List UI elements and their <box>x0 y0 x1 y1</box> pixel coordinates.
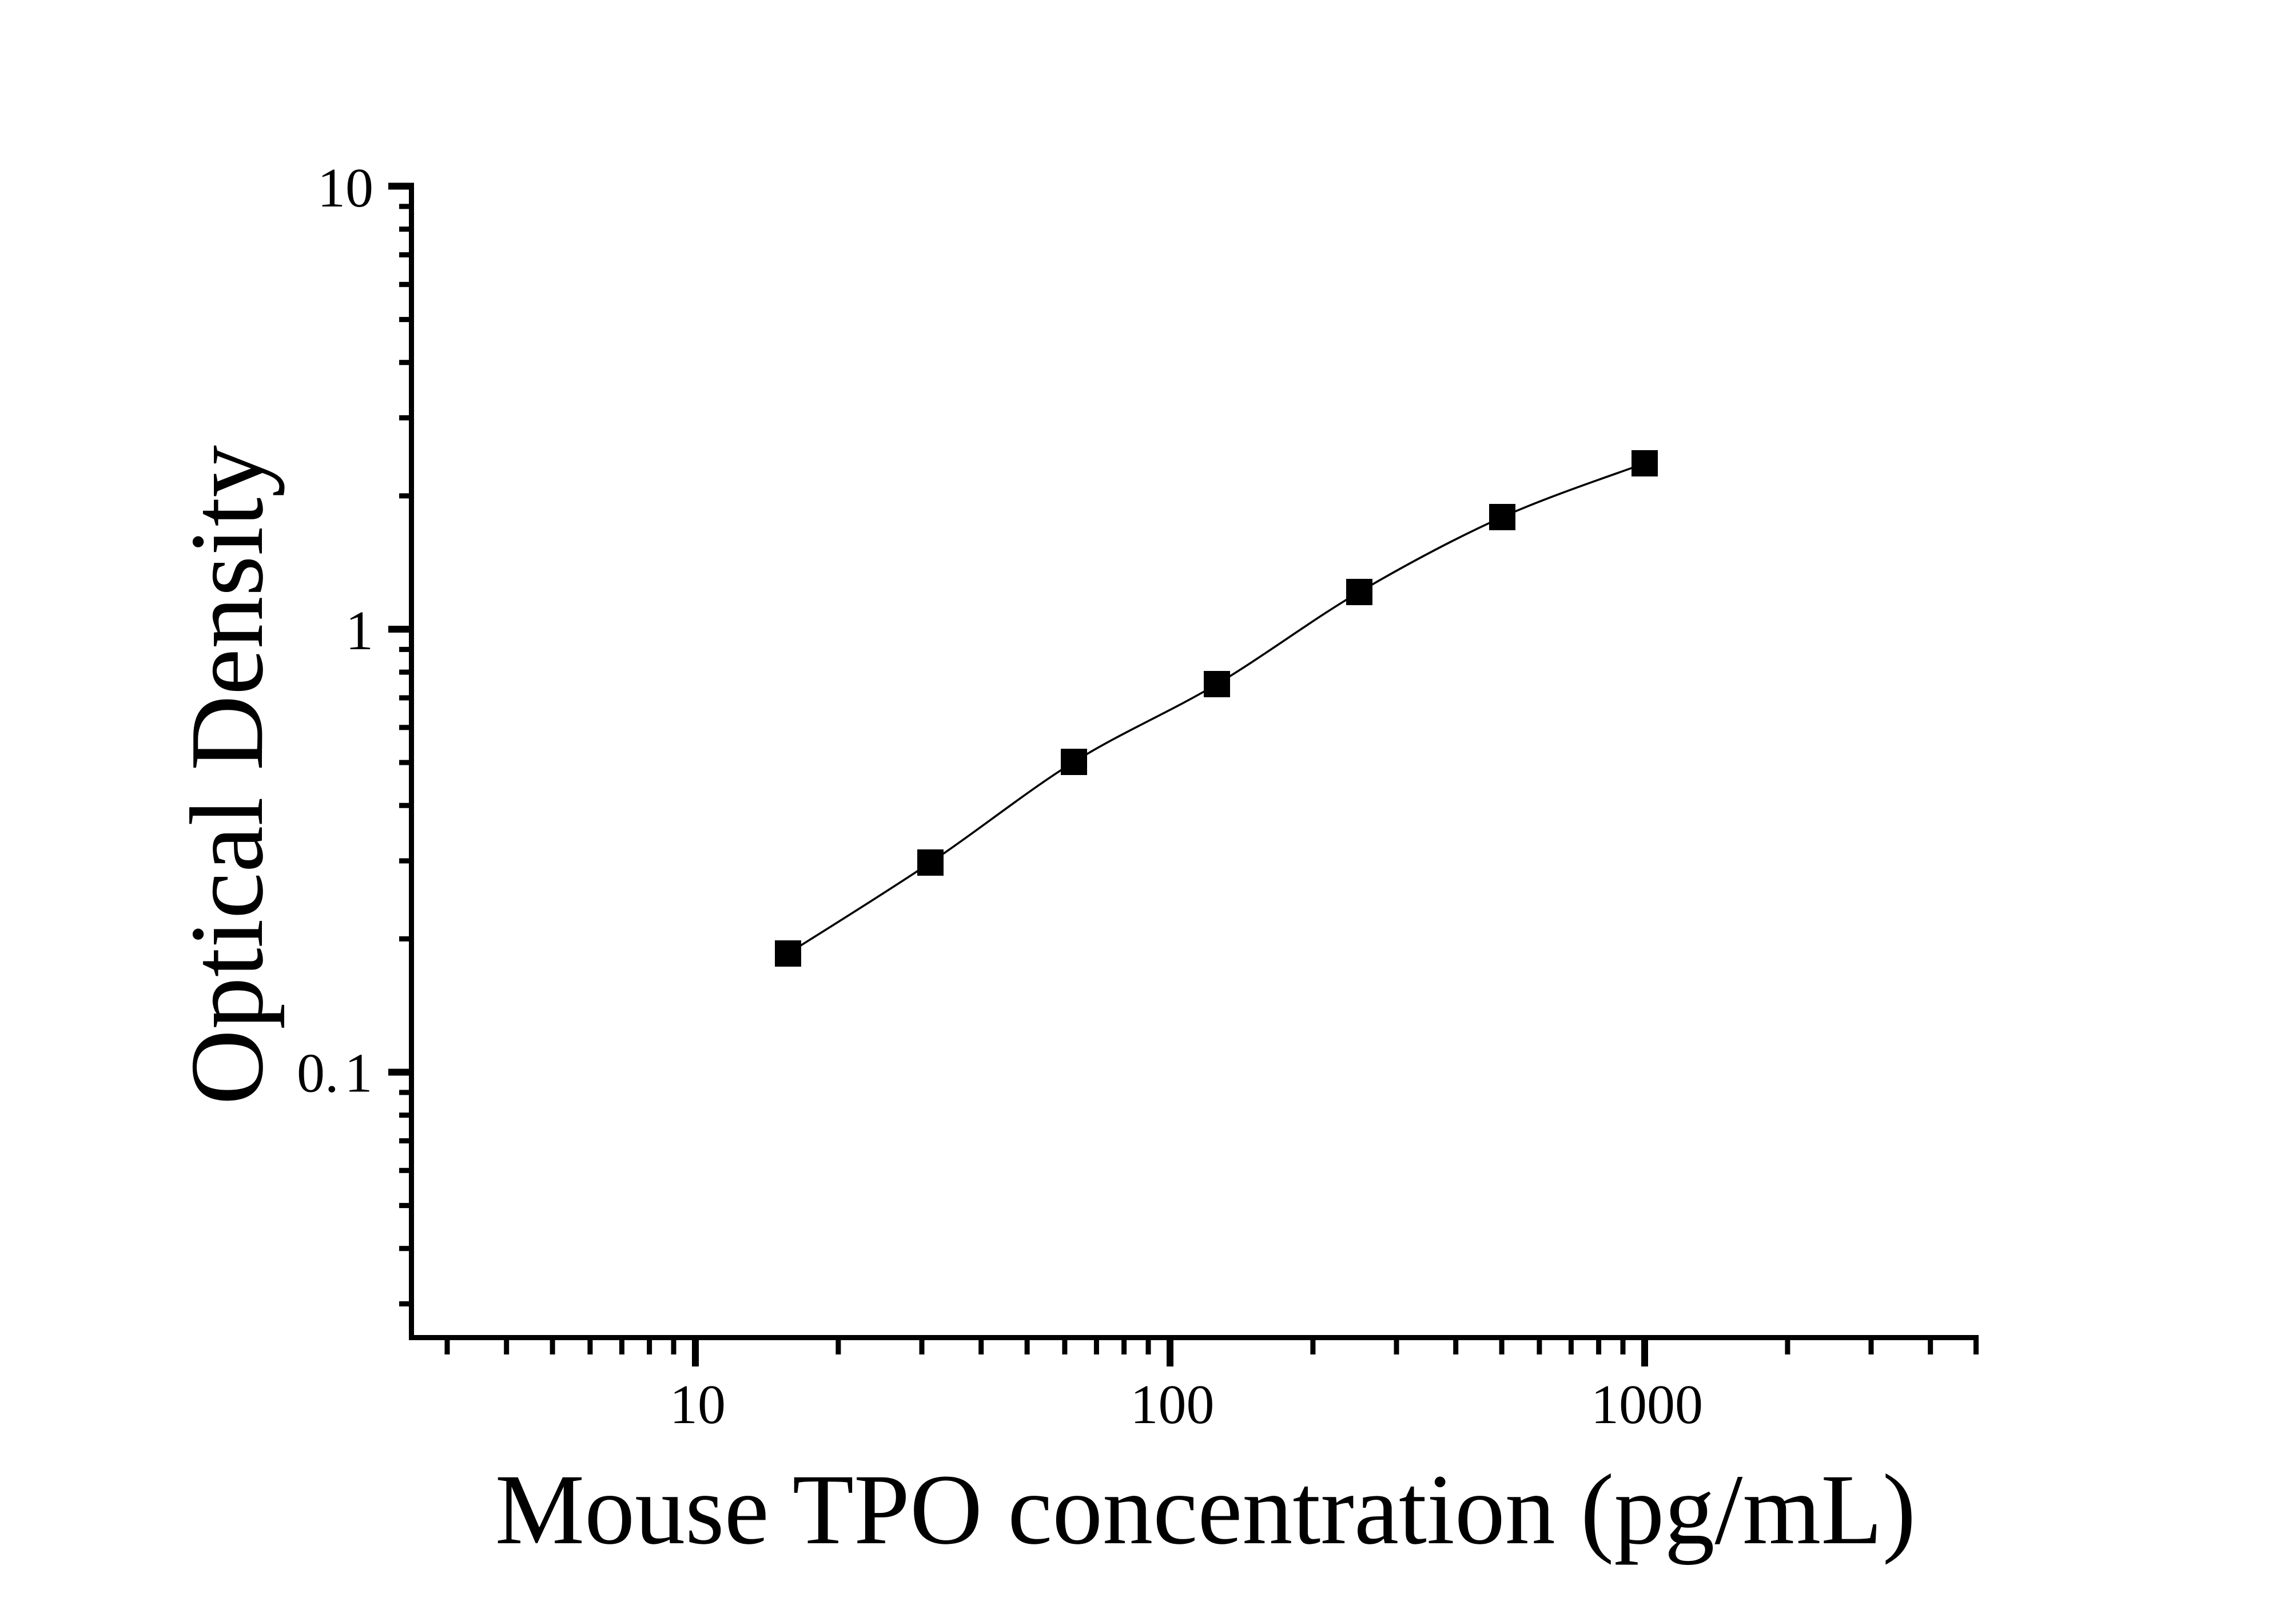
svg-text:10: 10 <box>670 1374 726 1436</box>
svg-text:100: 100 <box>1131 1374 1215 1436</box>
svg-text:1: 1 <box>345 600 373 662</box>
svg-text:1000: 1000 <box>1591 1374 1703 1436</box>
svg-text:10: 10 <box>317 157 373 219</box>
svg-text:0.1: 0. 1 <box>297 1043 373 1105</box>
svg-text:Mouse TPO concentration (pg/mL: Mouse TPO concentration (pg/mL) <box>495 1454 1916 1566</box>
svg-text:Optical Density: Optical Density <box>169 445 285 1105</box>
